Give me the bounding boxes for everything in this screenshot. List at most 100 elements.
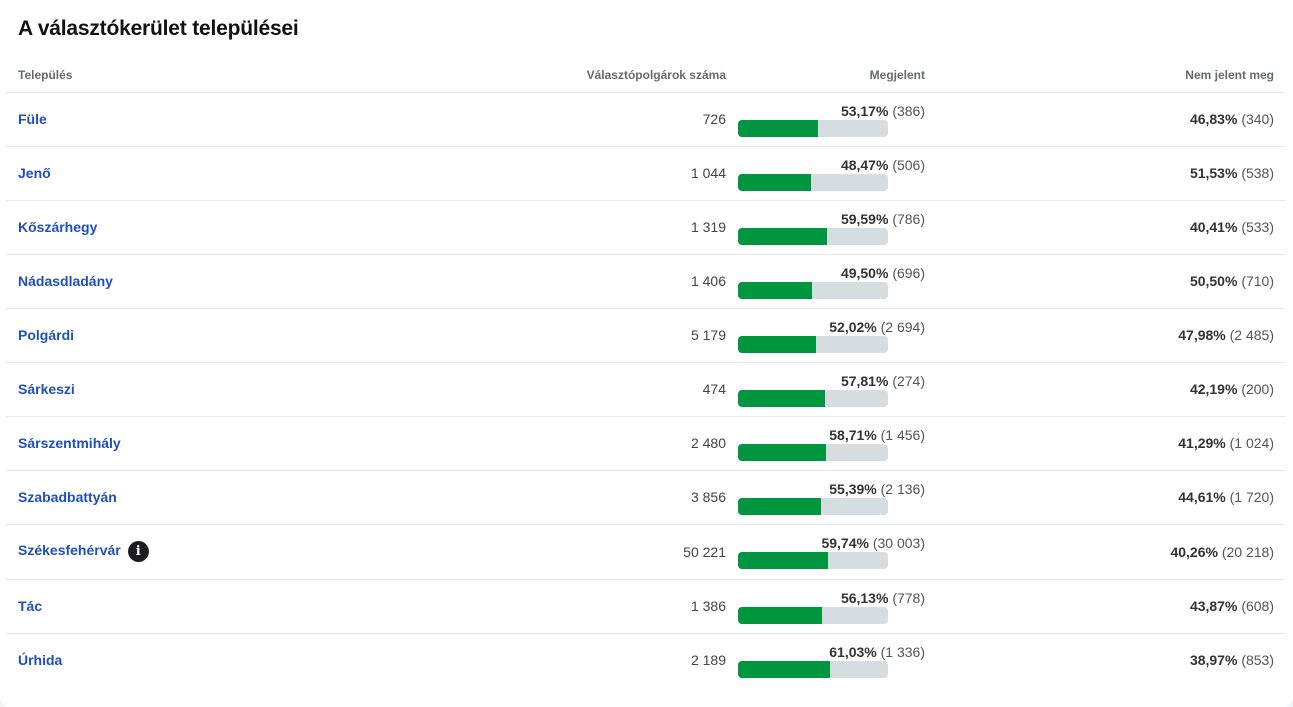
settlement-link[interactable]: Füle: [18, 111, 47, 127]
turnout-bar-fill: [738, 389, 825, 407]
turnout-percent: 53,17%: [840, 102, 889, 119]
absent-count: (1 024): [1229, 435, 1274, 451]
voters-cell: 474: [336, 362, 726, 417]
voters-cell: 50 221: [336, 524, 726, 580]
settlement-link[interactable]: Kőszárhegy: [18, 219, 98, 235]
turnout-cell: 48,47% (506): [726, 146, 1086, 201]
voters-value: 1 319: [690, 219, 726, 235]
voters-value: 1 044: [690, 165, 726, 181]
turnout-bar: [738, 227, 888, 245]
turnout-bar: [738, 660, 888, 678]
absent-count: (340): [1241, 111, 1274, 127]
absent-count: (608): [1241, 598, 1274, 614]
info-icon[interactable]: i: [127, 541, 149, 562]
turnout-bar-fill: [738, 281, 813, 299]
settlement-link[interactable]: Sárszentmihály: [18, 435, 121, 451]
turnout-count: (2 136): [880, 480, 925, 497]
table-row: Füle 726 53,17% (386) 46,83% (340): [6, 92, 1286, 147]
voters-value: 1 406: [690, 273, 726, 289]
absent-cell: 42,19% (200): [1086, 362, 1286, 417]
turnout-count: (1 456): [880, 426, 925, 443]
settlement-cell: Szabadbattyán: [6, 470, 336, 525]
absent-cell: 51,53% (538): [1086, 146, 1286, 201]
settlement-cell: Polgárdi: [6, 308, 336, 363]
settlement-link[interactable]: Tác: [18, 598, 43, 614]
turnout-cell: 59,59% (786): [726, 200, 1086, 255]
turnout-bar-fill: [738, 227, 828, 245]
turnout-cell: 58,71% (1 456): [726, 416, 1086, 471]
table-row: Sárkeszi 474 57,81% (274) 42,19% (200): [6, 362, 1286, 417]
table-row: Kőszárhegy 1 319 59,59% (786) 40,41% (533): [6, 200, 1286, 255]
voters-value: 2 189: [690, 652, 726, 669]
turnout-percent: 57,81%: [840, 372, 889, 389]
voters-cell: 726: [336, 92, 726, 147]
absent-count: (533): [1241, 219, 1274, 235]
settlement-cell: Füle: [6, 92, 336, 147]
absent-percent: 41,29%: [1178, 435, 1226, 451]
absent-percent: 46,83%: [1189, 111, 1238, 127]
turnout-percent: 48,47%: [840, 156, 889, 173]
absent-percent: 38,97%: [1189, 652, 1238, 669]
absent-percent: 40,26%: [1170, 543, 1218, 560]
turnout-bar: [738, 497, 888, 515]
voters-value: 474: [702, 381, 726, 397]
turnout-text: 48,47% (506): [726, 157, 925, 173]
turnout-percent: 56,13%: [840, 589, 889, 606]
absent-cell: 46,83% (340): [1086, 92, 1286, 147]
turnout-bar: [738, 173, 888, 191]
absent-percent: 47,98%: [1178, 327, 1226, 343]
turnout-count: (30 003): [872, 535, 925, 552]
absent-count: (2 485): [1229, 327, 1274, 343]
turnout-text: 59,59% (786): [726, 211, 925, 227]
turnout-cell: 59,74% (30 003): [726, 524, 1086, 580]
turnout-bar: [738, 119, 888, 137]
turnout-text: 61,03% (1 336): [726, 644, 925, 660]
settlement-link[interactable]: Polgárdi: [18, 327, 75, 343]
absent-cell: 47,98% (2 485): [1086, 308, 1286, 363]
table-row: Székesfehérvár i 50 221 59,74% (30 003) 40,2…: [6, 524, 1286, 580]
turnout-bar-fill: [738, 606, 823, 624]
settlement-link[interactable]: Nádasdladány: [18, 273, 113, 289]
turnout-text: 53,17% (386): [726, 103, 925, 119]
absent-count: (1 720): [1229, 489, 1274, 505]
turnout-text: 57,81% (274): [726, 373, 925, 389]
table-row: Szabadbattyán 3 856 55,39% (2 136) 44,61% (…: [6, 470, 1286, 525]
absent-cell: 38,97% (853): [1086, 633, 1286, 687]
turnout-text: 56,13% (778): [726, 590, 925, 606]
column-header-absent: Nem jelent meg: [1086, 58, 1286, 93]
settlement-link[interactable]: Székesfehérvár: [18, 542, 121, 559]
settlements-table: Település Választópolgárok száma Megjele…: [6, 58, 1286, 687]
voters-cell: 1 386: [336, 579, 726, 634]
turnout-bar-fill: [738, 173, 811, 191]
settlement-cell: Sárkeszi: [6, 362, 336, 417]
absent-count: (538): [1241, 165, 1274, 181]
voters-value: 2 480: [690, 435, 726, 451]
table-row: Sárszentmihály 2 480 58,71% (1 456) 41,29% …: [6, 416, 1286, 471]
turnout-bar: [738, 443, 888, 461]
absent-count: (853): [1241, 652, 1274, 669]
turnout-bar-fill: [738, 335, 817, 353]
settlement-link[interactable]: Szabadbattyán: [18, 489, 117, 505]
turnout-percent: 59,59%: [840, 210, 889, 227]
column-header-settlement: Település: [6, 58, 336, 93]
turnout-percent: 49,50%: [840, 264, 889, 281]
voters-cell: 5 179: [336, 308, 726, 363]
table-header-row: Település Választópolgárok száma Megjele…: [6, 58, 1286, 93]
voters-cell: 1 319: [336, 200, 726, 255]
settlement-link[interactable]: Úrhida: [18, 652, 63, 669]
settlement-link[interactable]: Jenő: [18, 165, 51, 181]
table-row: Tác 1 386 56,13% (778) 43,87% (608): [6, 579, 1286, 634]
absent-count: (200): [1241, 381, 1274, 397]
settlement-cell: Úrhida: [6, 633, 336, 687]
turnout-count: (778): [892, 589, 925, 606]
settlement-cell: Jenő: [6, 146, 336, 201]
absent-cell: 44,61% (1 720): [1086, 470, 1286, 525]
voters-cell: 1 044: [336, 146, 726, 201]
voters-cell: 1 406: [336, 254, 726, 309]
absent-count: (20 218): [1221, 543, 1274, 560]
absent-percent: 42,19%: [1189, 381, 1238, 397]
settlement-link[interactable]: Sárkeszi: [18, 381, 75, 397]
absent-percent: 43,87%: [1189, 598, 1238, 614]
column-header-voters: Választópolgárok száma: [336, 58, 726, 93]
